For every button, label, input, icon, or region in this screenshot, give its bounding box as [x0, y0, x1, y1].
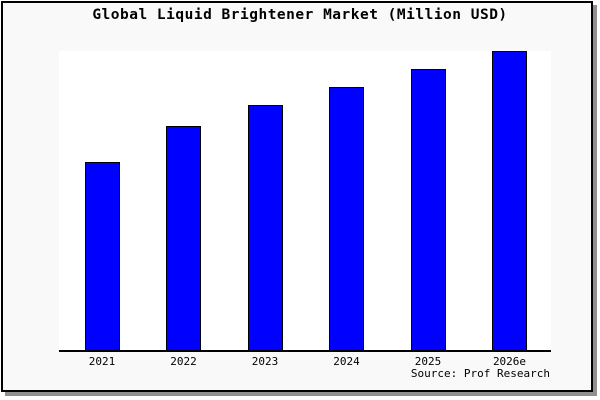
- x-axis-line: [59, 350, 551, 352]
- chart-title: Global Liquid Brightener Market (Million…: [92, 7, 508, 23]
- bar-2021: [84, 162, 120, 351]
- x-tick-2021: 2021: [88, 355, 116, 368]
- x-tick-2026e: 2026e: [492, 355, 527, 368]
- x-tick-2023: 2023: [251, 355, 279, 368]
- bar-2025: [410, 69, 446, 351]
- bar-2023: [247, 105, 283, 351]
- bar-2026e: [492, 51, 527, 351]
- source-label: Source: Prof Research: [410, 367, 550, 380]
- x-tick-2024: 2024: [333, 355, 360, 368]
- bar-2024: [329, 87, 364, 351]
- plot-area: [59, 51, 551, 351]
- bar-2022: [166, 126, 201, 351]
- x-tick-2022: 2022: [170, 355, 197, 368]
- x-tick-2025: 2025: [414, 355, 442, 368]
